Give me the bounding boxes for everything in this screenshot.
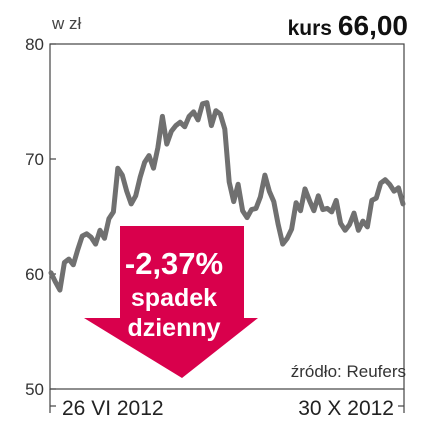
y-tick-label: 80 (25, 35, 44, 54)
plot-border (49, 43, 405, 390)
y-tick-label: 60 (25, 265, 44, 284)
current-price: kurs 66,00 (288, 10, 408, 42)
daily-change-badge: -2,37% spadek dzienny (84, 226, 258, 378)
y-axis: 50 60 70 80 (25, 35, 56, 399)
down-arrow-icon (84, 226, 258, 378)
y-tick-label: 50 (25, 380, 44, 399)
x-tick-label-start: 26 VI 2012 (62, 397, 164, 420)
x-tick-label-end: 30 X 2012 (298, 397, 394, 420)
x-axis: 26 VI 2012 30 X 2012 (49, 389, 405, 420)
chart-frame (49, 43, 405, 390)
series-line (48, 100, 406, 293)
daily-change-percent: -2,37% (125, 246, 223, 281)
price-value: 66,00 (337, 10, 408, 41)
daily-change-label-line1: spadek (131, 284, 217, 312)
daily-change-label-line2: dzienny (127, 314, 220, 342)
source-note: źródło: Reufers (290, 362, 406, 381)
price-label: kurs (287, 17, 332, 40)
series-layer (48, 100, 406, 293)
unit-label: w zł (52, 14, 82, 33)
y-tick-label: 70 (25, 150, 44, 169)
